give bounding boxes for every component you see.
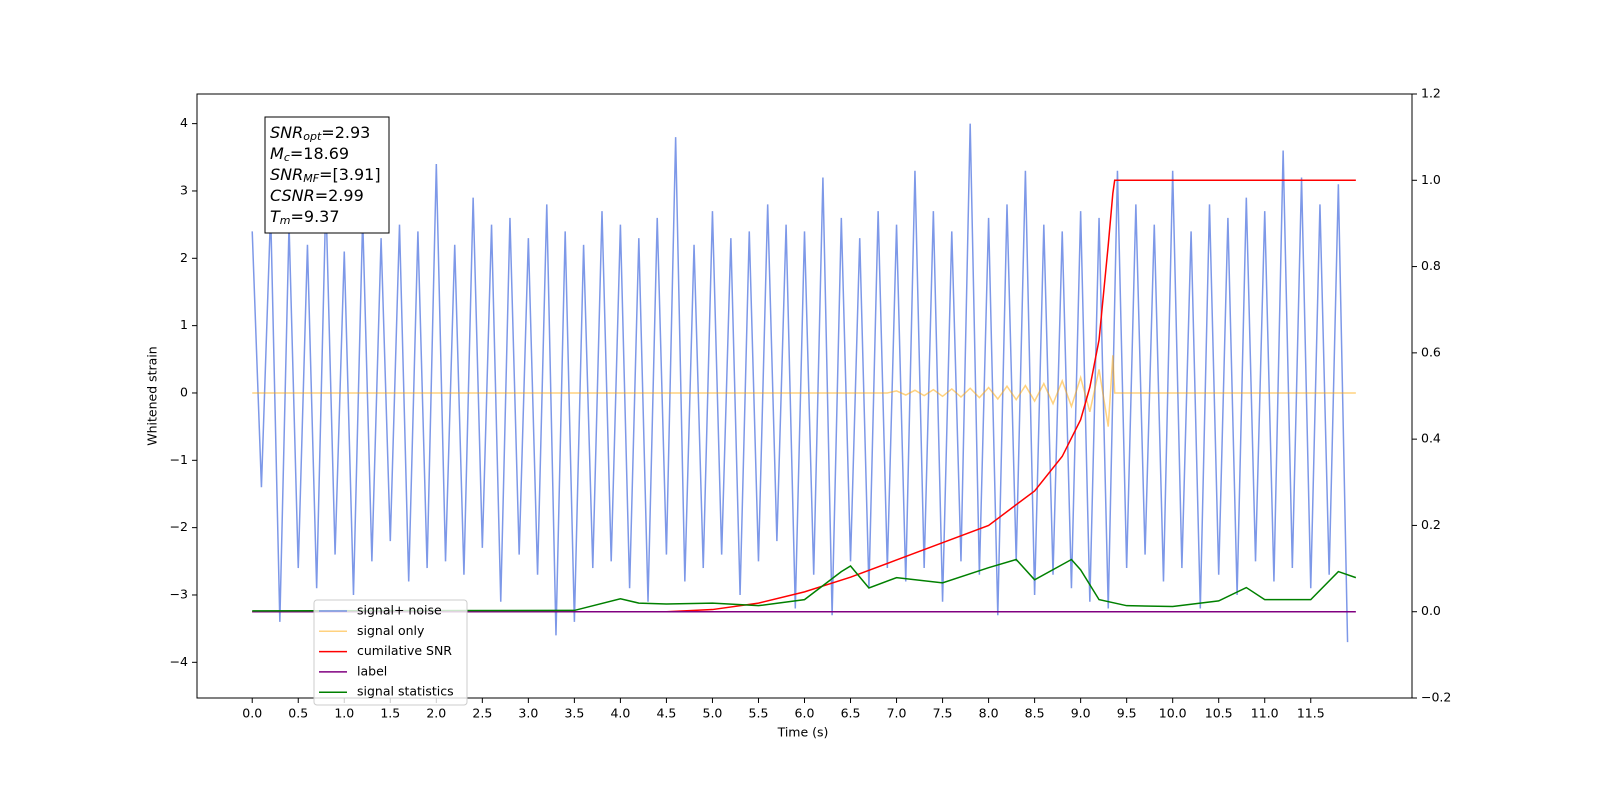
x-tick-label: 9.0 — [1071, 706, 1091, 721]
series-line — [252, 558, 1357, 612]
annotation-value: =9.37 — [291, 207, 340, 226]
annotation-symbol: M — [270, 144, 284, 163]
y-tick-label: −2 — [170, 519, 188, 534]
y2-tick-label: 0.4 — [1421, 431, 1441, 446]
x-tick-label: 2.5 — [472, 706, 492, 721]
y-tick-label: 3 — [180, 182, 188, 197]
y-tick-label: 1 — [180, 317, 188, 332]
legend-label: label — [357, 663, 387, 678]
y2-tick-label: 0.6 — [1421, 344, 1441, 359]
x-tick-label: 11.0 — [1251, 706, 1279, 721]
annotation-value: =[3.91] — [319, 165, 381, 184]
series-line — [252, 355, 1356, 427]
y-tick-label: 4 — [180, 115, 188, 130]
x-tick-label: 3.0 — [518, 706, 538, 721]
x-tick-label: 6.0 — [795, 706, 815, 721]
x-tick-label: 5.0 — [703, 706, 723, 721]
x-tick-label: 3.5 — [564, 706, 584, 721]
x-tick-label: 7.0 — [887, 706, 907, 721]
annotation: CSNR=2.99 — [270, 186, 364, 205]
y-axis-label: Whitened strain — [145, 346, 160, 445]
y-tick-label: −4 — [170, 654, 188, 669]
annotation-subscript: m — [280, 214, 291, 227]
y2-tick-label: 0.8 — [1421, 258, 1441, 273]
y-tick-label: 0 — [180, 384, 188, 399]
x-tick-label: 0.5 — [288, 706, 308, 721]
x-tick-label: 11.5 — [1297, 706, 1325, 721]
x-tick-label: 1.0 — [334, 706, 354, 721]
y2-tick-label: 1.0 — [1421, 172, 1441, 187]
annotation: Tm=9.37 — [270, 207, 340, 228]
y2-tick-label: 0.0 — [1421, 603, 1441, 618]
y-tick-label: −3 — [170, 586, 188, 601]
legend-label: signal statistics — [357, 684, 454, 699]
y-tick-label: 2 — [180, 250, 188, 265]
annotation-subscript: opt — [303, 130, 322, 143]
annotation-box — [264, 116, 390, 234]
y2-tick-label: 0.2 — [1421, 517, 1441, 532]
y-tick-label: −1 — [170, 452, 188, 467]
annotation: SNRMF=[3.91] — [270, 165, 381, 186]
x-tick-label: 10.0 — [1159, 706, 1187, 721]
series-line — [251, 123, 1349, 643]
x-tick-label: 9.5 — [1117, 706, 1137, 721]
x-tick-label: 8.5 — [1025, 706, 1045, 721]
legend-box — [313, 599, 468, 706]
x-tick-label: 10.5 — [1205, 706, 1233, 721]
annotation-symbol: SNR — [270, 123, 303, 142]
x-tick-label: 7.5 — [933, 706, 953, 721]
x-tick-label: 4.5 — [656, 706, 676, 721]
annotation-symbol: CSNR — [270, 186, 315, 205]
x-tick-label: 5.5 — [749, 706, 769, 721]
annotation: Mc=18.69 — [270, 144, 349, 165]
y2-tick-label: 1.2 — [1421, 86, 1441, 101]
annotation: SNRopt=2.93 — [270, 123, 370, 144]
annotation-symbol: SNR — [270, 165, 303, 184]
x-tick-label: 8.0 — [979, 706, 999, 721]
annotation-value: =2.93 — [321, 123, 370, 142]
x-axis-label: Time (s) — [777, 725, 829, 740]
legend-label: signal only — [357, 623, 425, 638]
legend-label: cumilative SNR — [357, 643, 452, 658]
series-line — [252, 179, 1356, 613]
x-tick-label: 6.5 — [841, 706, 861, 721]
x-tick-label: 1.5 — [380, 706, 400, 721]
x-tick-label: 2.0 — [426, 706, 446, 721]
legend-label: signal+ noise — [357, 603, 442, 618]
y2-tick-label: −0.2 — [1421, 690, 1451, 705]
x-tick-label: 4.0 — [610, 706, 630, 721]
x-tick-label: 0.0 — [242, 706, 262, 721]
annotation-subscript: MF — [303, 172, 319, 185]
annotation-symbol: T — [270, 207, 281, 226]
annotation-value: =2.99 — [315, 186, 364, 205]
annotation-subscript: c — [284, 151, 290, 164]
annotation-value: =18.69 — [290, 144, 349, 163]
